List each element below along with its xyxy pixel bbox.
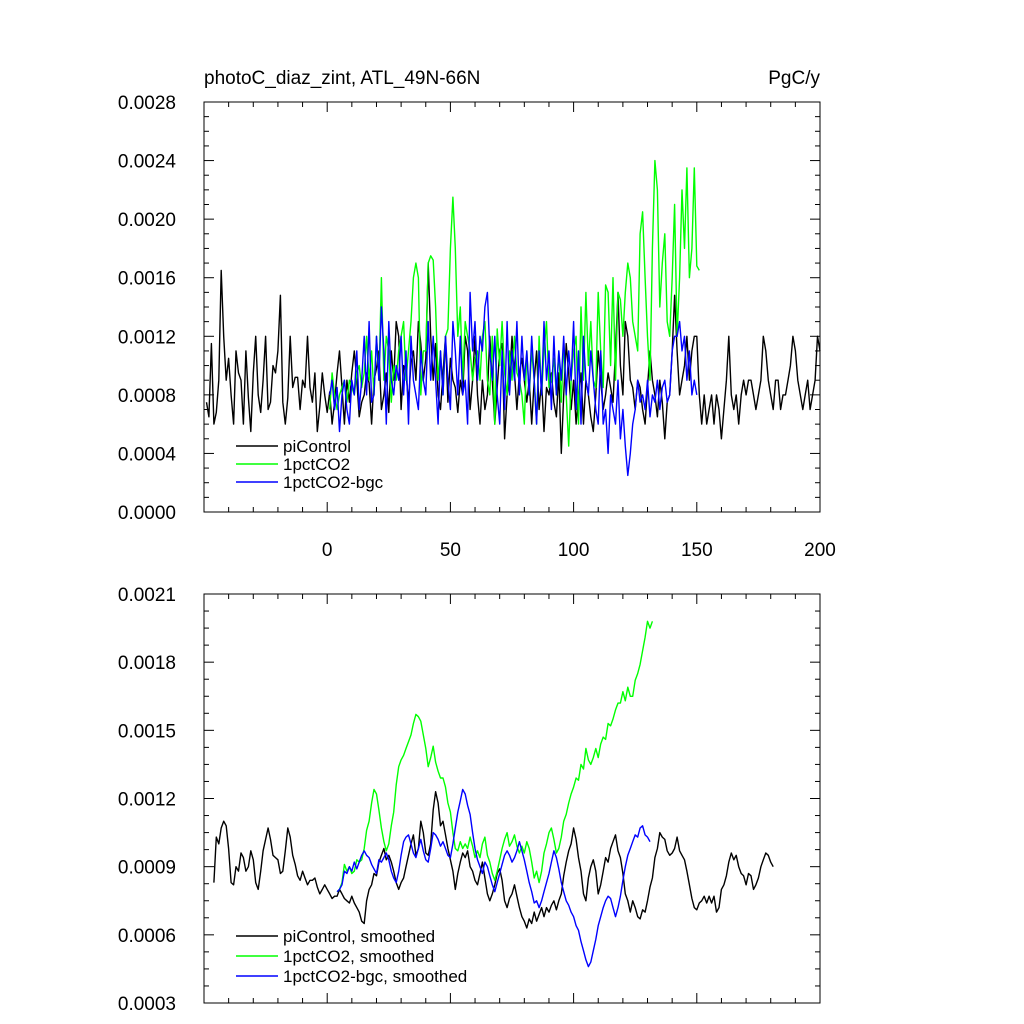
top-y-tick-label: 0.0000	[118, 503, 176, 524]
top-x-tick-label: 100	[558, 540, 590, 561]
top-panel-units: PgC/y	[768, 68, 820, 89]
top-y-tick-label: 0.0012	[118, 327, 176, 348]
bottom-legend-label-3: 1pctCO2-bgc, smoothed	[283, 967, 467, 986]
top-panel-title: photoC_diaz_zint, ATL_49N-66N	[204, 68, 480, 89]
bottom-y-tick-label: 0.0003	[118, 994, 176, 1015]
top-panel: photoC_diaz_zint, ATL_49N-66N PgC/y 0 50 1…	[118, 68, 836, 561]
top-series-line-3	[329, 291, 698, 477]
top-y-tick-label: 0.0008	[118, 386, 176, 407]
bottom-series-line-3	[336, 788, 651, 968]
bottom-y-tick-label: 0.0012	[118, 790, 176, 811]
top-y-tick-label: 0.0028	[118, 93, 176, 114]
bottom-panel: 0.0003 0.0006 0.0009 0.0012 0.0015 0.0018 0.00…	[118, 585, 821, 1015]
top-x-tick-label: 0	[322, 540, 333, 561]
top-series-line-2	[329, 159, 700, 447]
top-x-tick-label: 200	[804, 540, 836, 561]
bottom-legend-label-2: 1pctCO2, smoothed	[283, 947, 434, 966]
top-legend-label-1: piControl	[283, 437, 351, 456]
bottom-y-tick-label: 0.0021	[118, 585, 176, 606]
top-y-tick-label: 0.0024	[118, 152, 177, 173]
bottom-y-tick-label: 0.0015	[118, 721, 176, 742]
bottom-legend-label-1: piControl, smoothed	[283, 927, 435, 946]
top-legend-label-2: 1pctCO2	[283, 455, 350, 474]
bottom-y-tick-label: 0.0018	[118, 653, 176, 674]
bottom-y-tick-label: 0.0009	[118, 858, 176, 879]
bottom-y-tick-label: 0.0006	[118, 926, 176, 947]
top-x-tick-label: 150	[681, 540, 713, 561]
top-y-tick-label: 0.0004	[118, 444, 177, 465]
top-legend-label-3: 1pctCO2-bgc	[283, 473, 384, 492]
top-x-tick-label: 50	[440, 540, 461, 561]
bottom-series-line-1	[213, 791, 774, 929]
bottom-series-line-2	[336, 620, 654, 893]
top-y-tick-label: 0.0016	[118, 269, 176, 290]
top-y-tick-label: 0.0020	[118, 210, 176, 231]
